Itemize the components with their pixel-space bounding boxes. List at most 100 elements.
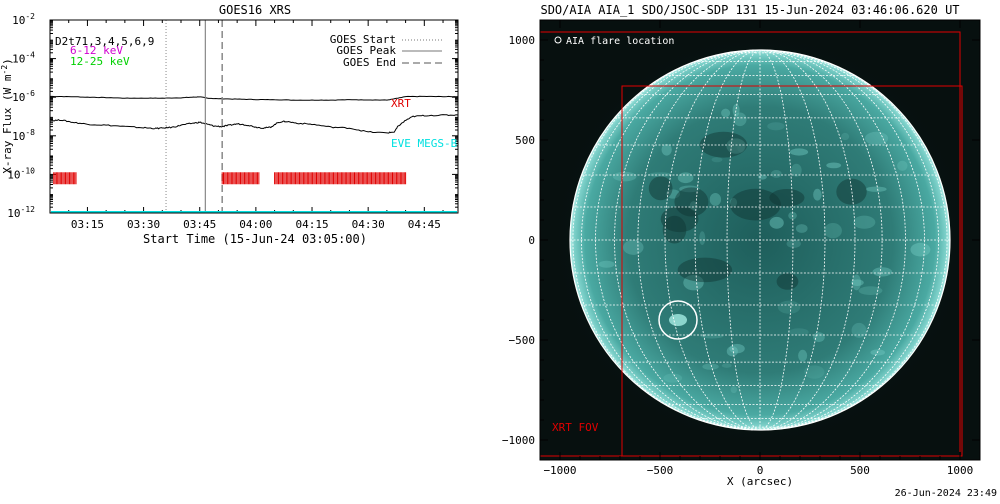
aia-grid-longitude — [637, 49, 761, 431]
x-tick-label: 04:30 — [352, 218, 385, 231]
aia-bright-patch — [733, 112, 747, 127]
aia-bright-patch — [677, 172, 694, 184]
aia-solar-image — [540, 27, 973, 457]
aia-bright-patch — [826, 162, 842, 169]
aia-grid-longitude — [759, 49, 906, 431]
aia-x-tick-label: 1000 — [947, 464, 974, 477]
aia-y-tick-label: 500 — [515, 134, 535, 147]
aia-bright-patch — [872, 267, 893, 277]
aia-x-axis-label: X (arcsec) — [727, 475, 793, 488]
aia-bright-patch — [788, 328, 809, 336]
aia-bright-patch — [732, 103, 740, 117]
aia-bright-patch — [864, 131, 889, 146]
aia-dark-patch — [836, 178, 867, 205]
aia-dark-patch — [648, 176, 673, 201]
aia-grid-longitude — [595, 49, 761, 431]
aia-bright-patch — [729, 343, 745, 354]
x-tick-label: 04:45 — [408, 218, 441, 231]
aia-x-tick-label: −1000 — [543, 464, 576, 477]
aia-bright-patch — [661, 143, 672, 156]
aia-bright-patch — [791, 163, 802, 177]
aia-flare-location-circle — [658, 300, 698, 340]
goes-energy-label-12-25: 12-25 keV — [70, 55, 130, 68]
aia-x-tick-label: 0 — [757, 464, 764, 477]
aia-bright-patch — [858, 286, 883, 296]
aia-bright-patch — [709, 192, 722, 206]
x-tick-label: 04:00 — [239, 218, 272, 231]
aia-bright-patch — [841, 132, 850, 141]
aia-bright-patch — [699, 231, 706, 246]
aia-bright-patch — [666, 189, 680, 199]
aia-grid-longitude — [726, 49, 761, 431]
aia-bright-patch — [770, 169, 782, 178]
flux-series-line — [50, 95, 459, 101]
aia-dark-patch — [674, 187, 709, 217]
aia-title: SDO/AIA AIA_1 SDO/JSOC-SDP 131 15-Jun-20… — [540, 3, 959, 17]
legend-goes-peak: GOES Peak — [336, 44, 396, 57]
aia-bright-patch — [711, 157, 723, 163]
aia-grid-longitude — [694, 49, 761, 431]
y-tick-label: 10-4 — [12, 51, 35, 66]
aia-legend-label: AIA flare location — [566, 36, 674, 47]
y-tick-label: 10-6 — [12, 89, 35, 104]
goes-x-axis-label: Start Time (15-Jun-24 03:05:00) — [143, 232, 367, 246]
aia-flare-brightening — [669, 314, 687, 326]
aia-bright-patch — [767, 122, 785, 131]
xrt-series-label: XRT — [391, 97, 411, 110]
goes-axes-frame — [49, 19, 459, 214]
aia-grid-longitude — [759, 49, 883, 431]
aia-dark-patch — [769, 189, 805, 207]
goes-xrs-panel: GOES16 XRS 10-12 10-10 10-8 10-6 10-4 10-2 03… — [0, 3, 459, 246]
y-tick-label: 10-2 — [12, 12, 35, 27]
goes-x-tick-labels: 03:15 03:30 03:45 04:00 04:15 04:30 04:45 — [71, 218, 441, 231]
aia-bright-patch — [721, 363, 732, 368]
aia-bright-patch — [851, 322, 867, 338]
aia-bright-patch — [689, 201, 698, 211]
aia-image-panel: SDO/AIA AIA_1 SDO/JSOC-SDP 131 15-Jun-20… — [502, 3, 997, 499]
aia-bright-patch — [795, 224, 808, 233]
goes-energy-label-6-12: 6-12 keV — [70, 44, 123, 57]
aia-grid-longitude — [759, 49, 826, 431]
aia-bright-patch — [729, 197, 738, 207]
aia-y-tick-label: −1000 — [502, 434, 535, 447]
xrt-fov-rectangle — [621, 85, 963, 457]
y-tick-label: 10-8 — [12, 128, 35, 143]
aia-bright-patch — [813, 188, 822, 201]
aia-bright-patch — [798, 349, 808, 362]
aia-x-tick-labels: −1000 −500 0 500 1000 — [543, 464, 973, 477]
aia-bright-patch — [683, 274, 704, 291]
aia-bright-patch — [700, 333, 724, 339]
aia-bright-patch — [865, 186, 887, 192]
aia-bright-patch — [769, 216, 784, 229]
xrt-fov-label: XRT FOV — [552, 421, 599, 434]
aia-grid-longitude — [581, 49, 761, 431]
legend-goes-start: GOES Start — [330, 33, 396, 46]
aia-x-tick-label: −500 — [647, 464, 674, 477]
x-tick-label: 04:15 — [295, 218, 328, 231]
aia-bright-patch — [702, 363, 719, 370]
aia-bright-patch — [612, 171, 637, 182]
aia-y-tick-labels: −1000 −500 0 500 1000 — [502, 34, 535, 447]
aia-bright-patch — [721, 108, 731, 118]
aia-y-tick-label: 0 — [528, 234, 535, 247]
goes-title: GOES16 XRS — [219, 3, 291, 17]
aia-dark-patch — [776, 273, 799, 290]
aia-bright-patch — [622, 239, 644, 255]
goes-y-tick-labels: 10-12 10-10 10-8 10-6 10-4 10-2 — [7, 12, 35, 220]
aia-limb-outline — [569, 49, 951, 431]
eve-series-label: EVE MEGS-B — [391, 137, 458, 150]
aia-bright-patch — [853, 215, 876, 229]
x-tick-label: 03:45 — [183, 218, 216, 231]
aia-bright-patch — [726, 346, 738, 357]
flux-series-line — [49, 114, 459, 134]
y-tick-label: 10-12 — [7, 205, 35, 220]
aia-y-tick-label: 1000 — [509, 34, 536, 47]
x-tick-label: 03:15 — [71, 218, 104, 231]
aia-dark-patch — [730, 188, 781, 221]
aia-grid-longitude — [759, 49, 948, 431]
aia-bright-patch — [789, 148, 809, 156]
aia-grid-longitude — [759, 49, 794, 431]
aia-grid-longitude — [614, 49, 761, 431]
aia-bright-patch — [813, 332, 825, 343]
y-tick-label: 10-10 — [7, 166, 35, 181]
